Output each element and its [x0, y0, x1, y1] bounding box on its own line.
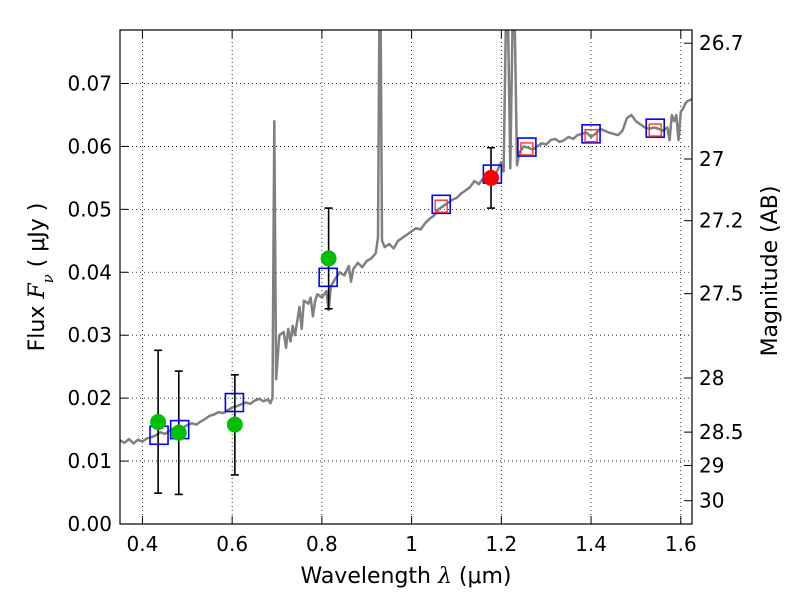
y-axis-label-subscript: ν	[39, 274, 57, 283]
y2-tick-label: 28.5	[699, 420, 744, 444]
x-tick-label: 1.6	[665, 532, 697, 556]
observed-dots	[150, 169, 500, 441]
x-tick-label: 1	[405, 532, 418, 556]
plot-frame	[119, 29, 693, 525]
observed-photometry-square	[434, 199, 448, 213]
observed-flux-dot	[170, 424, 187, 441]
x-tick-label: 1.2	[485, 532, 517, 556]
y2-tick-label: 27.2	[699, 209, 744, 233]
observed-flux-dot	[150, 414, 167, 431]
y2-axis-label: Magnitude (AB)	[758, 186, 783, 357]
y2-tick-label: 26.7	[699, 31, 744, 55]
observed-flux-dot	[320, 250, 337, 267]
observed-photometry-square	[584, 129, 598, 143]
y-tick-label: 0.06	[67, 134, 112, 158]
observed-flux-dot	[483, 169, 500, 186]
model-photometry-square	[581, 124, 601, 144]
x-tick-label: 0.4	[127, 532, 159, 556]
x-axis-label: Wavelength λ (μm)	[300, 564, 511, 589]
y2-tick-label: 28	[699, 366, 724, 390]
observed-photometry-square	[648, 123, 662, 137]
y-tick-label: 0.07	[67, 71, 112, 95]
y-tick-label: 0.03	[67, 323, 112, 347]
observed-photometry-square	[520, 142, 534, 156]
grid-lines	[120, 30, 692, 525]
axis-ticks: 0.4 0.6 0.8 1 1.2 1.4 1.6 0.00 0.01 0.02 0.03 0.04 0…	[67, 30, 744, 556]
y2-tick-label: 27.5	[699, 282, 744, 306]
model-photometry-square	[645, 118, 666, 138]
x-tick-label: 0.8	[306, 532, 338, 556]
model-photometry-square	[517, 137, 537, 157]
model-photometry-square	[318, 267, 338, 288]
x-tick-label: 0.6	[216, 532, 248, 556]
y-tick-label: 0.00	[67, 512, 112, 536]
x-axis-label-units: (μm)	[452, 564, 512, 589]
spectrum-series	[120, 30, 692, 445]
model-photometry-square	[431, 194, 452, 215]
x-axis-label-prefix: Wavelength	[300, 564, 438, 589]
photometry-squares	[149, 118, 666, 446]
y2-tick-label: 30	[699, 489, 724, 513]
y-tick-label: 0.01	[67, 449, 112, 473]
y-axis-label: Flux Fν ( μJy )	[25, 203, 57, 352]
y-tick-label: 0.04	[67, 260, 112, 284]
y-axis-label-symbol: F	[25, 283, 50, 300]
x-tick-label: 1.4	[575, 532, 607, 556]
x-axis-label-symbol: λ	[437, 564, 452, 589]
y-tick-label: 0.05	[67, 197, 112, 221]
observed-flux-dot	[226, 416, 243, 433]
y2-tick-label: 27	[699, 147, 724, 171]
y2-tick-label: 29	[699, 453, 724, 477]
spectrum-line	[120, 30, 692, 445]
y-axis-label-prefix: Flux	[25, 299, 50, 352]
y-axis-label-units: ( μJy )	[25, 203, 50, 275]
model-photometry-square	[224, 392, 245, 413]
y-tick-label: 0.02	[67, 386, 112, 410]
